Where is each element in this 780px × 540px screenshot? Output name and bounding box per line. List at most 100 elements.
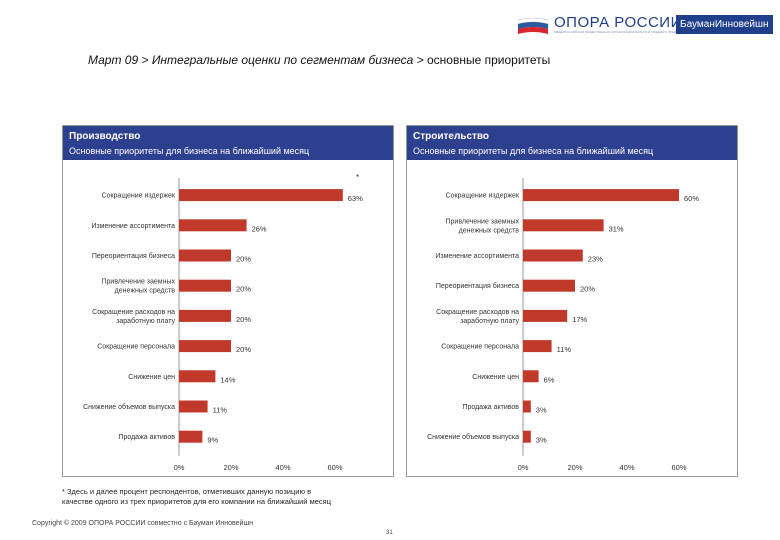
category-label-line: денежных средств [115, 288, 176, 295]
bar [523, 279, 575, 292]
category-label-line: Продажа активов [462, 404, 519, 411]
bar [523, 309, 568, 322]
production-bar-chart: * 63% Сокращение издержек 26% Изменение ассо… [83, 173, 363, 472]
panel-header: Производство Основные приоритеты для биз… [63, 126, 393, 160]
bar [179, 279, 231, 292]
category-label-line: Снижение цен [472, 374, 519, 381]
category-label-line: Сокращение персонала [97, 344, 175, 351]
bar [523, 400, 531, 413]
category-label-line: заработную плату [460, 317, 519, 325]
category-label-line: заработную плату [116, 317, 175, 325]
value-label: 20% [580, 285, 595, 294]
panel-title: Производство [69, 131, 141, 142]
category-label: Снижение цен [472, 374, 519, 381]
panel-subtitle: Основные приоритеты для бизнеса на ближа… [413, 146, 654, 156]
org-subtitle: ОБЩЕРОССИЙСКАЯ ОБЩЕСТВЕННАЯ ОРГАНИЗАЦИЯ … [554, 30, 707, 34]
header-logo: ОПОРА РОССИИ ОБЩЕРОССИЙСКАЯ ОБЩЕСТВЕННАЯ… [518, 14, 773, 38]
x-tick-label: 40% [619, 463, 634, 472]
value-label: 20% [236, 345, 251, 354]
value-label: 6% [544, 375, 555, 384]
x-tick-label: 40% [275, 463, 290, 472]
footnote: * Здесь и далее процент респондентов, от… [62, 487, 331, 507]
category-label: Сокращение расходов на заработную плату [92, 309, 175, 325]
flag-icon [518, 17, 548, 34]
category-label-line: Изменение ассортимента [435, 253, 519, 260]
bar [179, 370, 216, 383]
bar [523, 219, 604, 232]
x-tick-label: 60% [671, 463, 686, 472]
bar [523, 249, 583, 262]
value-label: 11% [213, 406, 228, 415]
category-label: Привлечение заемных денежных средств [446, 218, 520, 234]
value-label: 63% [348, 194, 363, 203]
value-label: 23% [588, 255, 603, 264]
bar [523, 340, 552, 353]
category-label: Сокращение издержек [102, 193, 176, 200]
category-label: Снижение объемов выпуска [427, 433, 519, 441]
value-label: 31% [609, 224, 624, 233]
category-label: Продажа активов [462, 404, 519, 411]
panel-title: Строительство [413, 131, 490, 142]
value-label: 9% [207, 436, 218, 445]
category-label-line: Переориентация бизнеса [436, 282, 519, 290]
value-label: 3% [536, 436, 547, 445]
category-label: Привлечение заемных денежных средств [102, 279, 176, 295]
x-tick-label: 20% [223, 463, 238, 472]
category-label-line: Привлечение заемных [446, 218, 520, 225]
bar [523, 189, 679, 202]
value-label: 17% [572, 315, 587, 324]
value-label: 20% [236, 285, 251, 294]
category-label-line: Снижение объемов выпуска [427, 433, 519, 441]
panel-header: Строительство Основные приоритеты для би… [407, 126, 737, 160]
footnote-line: качестве одного из трех приоритетов для … [62, 497, 332, 506]
category-label: Сокращение издержек [446, 193, 520, 200]
category-label: Снижение объемов выпуска [83, 403, 175, 411]
bar [179, 430, 203, 443]
value-label: 20% [236, 315, 251, 324]
category-label: Переориентация бизнеса [92, 252, 175, 260]
bar [179, 309, 231, 322]
bar [523, 430, 531, 443]
panel-production: Производство Основные приоритеты для биз… [62, 125, 394, 477]
category-label: Продажа активов [118, 434, 175, 441]
bar [179, 249, 231, 262]
category-label-line: Снижение цен [128, 374, 175, 381]
construction-bar-chart: 60% Сокращение издержек 31% Привлечение зае… [427, 178, 699, 472]
category-label-line: Сокращение расходов на [436, 309, 519, 316]
value-label: 14% [220, 375, 235, 384]
x-tick-label: 60% [327, 463, 342, 472]
bar [179, 219, 247, 232]
x-tick-label: 0% [174, 463, 185, 472]
value-label: 3% [536, 406, 547, 415]
category-label-line: Привлечение заемных [102, 279, 176, 286]
footnote-line: * Здесь и далее процент респондентов, от… [62, 487, 312, 496]
bar [523, 370, 539, 383]
bar [179, 340, 231, 353]
category-label: Переориентация бизнеса [436, 282, 519, 290]
category-label-line: денежных средств [459, 227, 520, 234]
partner-logo: БауманИнновейшн [676, 15, 773, 34]
category-label: Изменение ассортимента [435, 253, 519, 260]
bar [179, 189, 343, 202]
category-label-line: Переориентация бизнеса [92, 252, 175, 260]
category-label-line: Снижение объемов выпуска [83, 403, 175, 411]
category-label-line: Продажа активов [118, 434, 175, 441]
value-label: 11% [557, 345, 572, 354]
footnote-marker: * [356, 173, 359, 182]
category-label: Сокращение персонала [441, 344, 519, 351]
x-tick-label: 0% [518, 463, 529, 472]
category-label: Сокращение расходов на заработную плату [436, 309, 519, 325]
category-label-line: Сокращение издержек [446, 193, 520, 200]
category-label: Изменение ассортимента [91, 223, 175, 230]
panel-construction: Строительство Основные приоритеты для би… [406, 125, 738, 477]
category-label: Сокращение персонала [97, 344, 175, 351]
category-label-line: Сокращение издержек [102, 193, 176, 200]
category-label-line: Изменение ассортимента [91, 223, 175, 230]
copyright: Copyright © 2009 ОПОРА РОССИИ совместно … [32, 520, 253, 527]
value-label: 20% [236, 255, 251, 264]
bar [179, 400, 208, 413]
value-label: 60% [684, 194, 699, 203]
category-label-line: Сокращение расходов на [92, 309, 175, 316]
org-name: ОПОРА РОССИИ [554, 14, 682, 31]
panel-subtitle: Основные приоритеты для бизнеса на ближа… [69, 146, 310, 156]
